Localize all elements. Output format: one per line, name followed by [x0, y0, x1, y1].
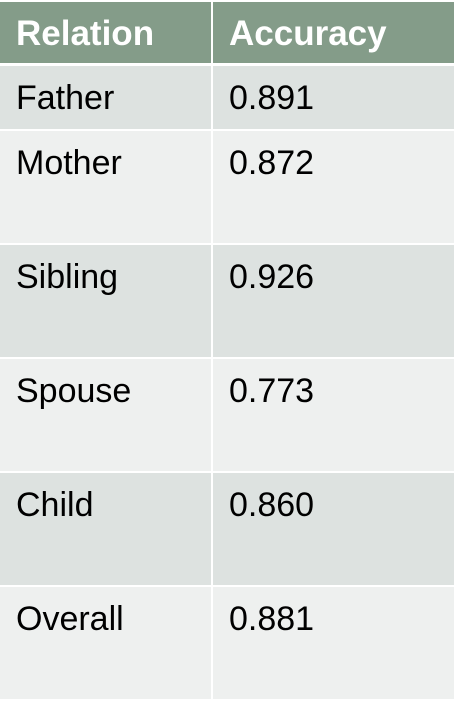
accuracy-cell: 0.891	[213, 66, 454, 129]
table-header-row: Relation Accuracy	[0, 2, 456, 63]
accuracy-cell: 0.773	[213, 359, 454, 471]
relation-cell: Father	[0, 66, 211, 129]
accuracy-cell: 0.872	[213, 131, 454, 243]
table-row: Father 0.891	[0, 66, 456, 129]
relation-cell: Sibling	[0, 245, 211, 357]
relation-cell: Overall	[0, 587, 211, 699]
relation-cell: Mother	[0, 131, 211, 243]
relation-cell: Child	[0, 473, 211, 585]
table-row: Sibling 0.926	[0, 245, 456, 357]
table-row: Child 0.860	[0, 473, 456, 585]
accuracy-cell: 0.926	[213, 245, 454, 357]
table-row: Mother 0.872	[0, 131, 456, 243]
table-row: Spouse 0.773	[0, 359, 456, 471]
header-relation: Relation	[0, 2, 211, 63]
accuracy-cell: 0.860	[213, 473, 454, 585]
accuracy-cell: 0.881	[213, 587, 454, 699]
table-row: Overall 0.881	[0, 587, 456, 699]
header-accuracy: Accuracy	[213, 2, 454, 63]
relation-cell: Spouse	[0, 359, 211, 471]
